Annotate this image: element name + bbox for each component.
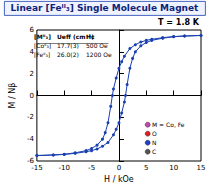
svg-text:[Feᴵᴵ₃]: [Feᴵᴵ₃] [34,51,50,58]
svg-text:2: 2 [29,70,33,78]
svg-text:[Coᴵᴵ₃]: [Coᴵᴵ₃] [34,42,51,49]
svg-text:-5: -5 [88,164,95,172]
svg-text:1200 Oe: 1200 Oe [86,51,112,58]
svg-text:H / kOe: H / kOe [104,175,134,184]
svg-text:4: 4 [29,48,34,56]
svg-text:-6: -6 [26,157,34,165]
svg-text:26.0(2): 26.0(2) [57,51,79,58]
svg-text:-15: -15 [31,164,42,172]
svg-text:Linear [Feᴵᴵ₃] Single Molecule: Linear [Feᴵᴵ₃] Single Molecule Magnet [11,3,199,13]
svg-text:500 Oe: 500 Oe [86,42,108,49]
svg-text:Hc: Hc [86,33,95,40]
svg-text:17.7(3): 17.7(3) [57,42,79,49]
svg-text:15: 15 [197,164,206,172]
svg-text:M / Nβ: M / Nβ [8,83,17,109]
svg-text:M = Co, Fe: M = Co, Fe [152,121,185,128]
svg-text:0: 0 [117,164,121,172]
svg-text:-4: -4 [27,135,35,143]
svg-text:C: C [152,148,156,155]
svg-text:0: 0 [29,92,33,100]
svg-text:[Mᴵᴵ₃]: [Mᴵᴵ₃] [34,33,51,40]
svg-text:-2: -2 [27,113,34,121]
svg-text:O: O [152,130,157,137]
svg-text:10: 10 [169,164,178,172]
svg-text:T = 1.8 K: T = 1.8 K [158,18,200,27]
svg-text:Ueff (cm⁻¹): Ueff (cm⁻¹) [57,33,94,40]
svg-text:5: 5 [144,164,148,172]
svg-text:-10: -10 [59,164,70,172]
svg-text:6: 6 [29,26,34,34]
svg-text:N: N [152,139,157,146]
